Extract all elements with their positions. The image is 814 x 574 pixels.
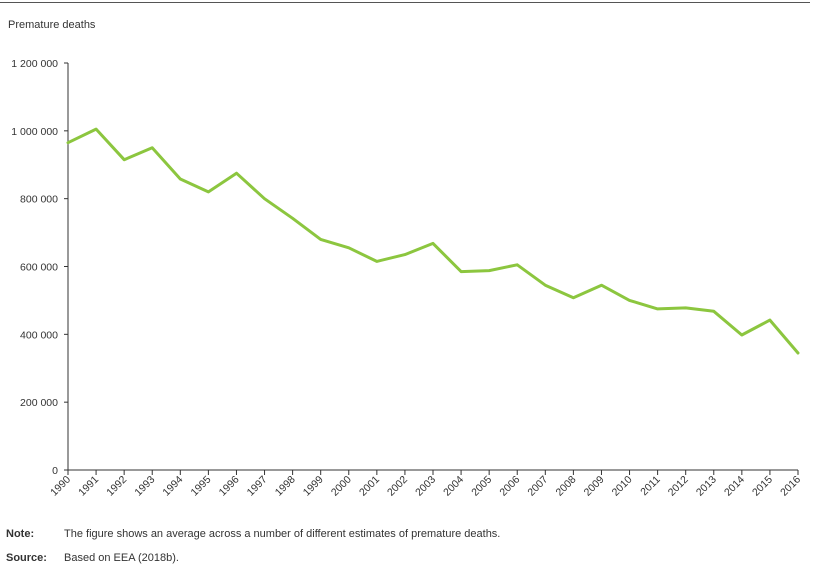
data-point <box>263 197 266 200</box>
x-tick-label: 1997 <box>245 474 270 499</box>
y-tick-label: 200 000 <box>20 397 58 409</box>
data-point <box>516 263 519 267</box>
source-text: Based on EEA (2018b). <box>64 552 179 564</box>
data-point <box>712 310 715 313</box>
x-tick-label: 2000 <box>329 474 354 499</box>
data-point <box>151 146 154 149</box>
note-label: Note: <box>6 528 35 540</box>
y-tick-label: 600 000 <box>20 262 58 274</box>
axes: 0 200 000 400 000 600 000 800 000 1 000 000 1 … <box>11 58 803 499</box>
x-tick-label: 2009 <box>582 474 607 499</box>
x-tick-label: 1994 <box>160 474 185 499</box>
data-point <box>431 242 435 245</box>
data-point <box>403 253 407 256</box>
x-tick-label: 2013 <box>694 474 719 499</box>
x-tick-label: 2006 <box>497 474 522 499</box>
x-tick-label: 2004 <box>441 474 466 499</box>
data-point <box>66 141 70 144</box>
y-tick-label: 0 <box>52 465 58 477</box>
x-tick-label: 2016 <box>778 474 803 499</box>
data-point <box>796 351 800 355</box>
data-point <box>94 127 98 131</box>
data-point <box>207 190 210 194</box>
x-tick-label: 2008 <box>554 474 579 499</box>
source-label: Source: <box>6 552 47 564</box>
x-tick-label: 2003 <box>413 474 438 499</box>
top-rule <box>0 2 810 3</box>
x-tick-label: 2011 <box>638 474 663 499</box>
x-tick-label: 2014 <box>722 474 747 499</box>
note-text: The figure shows an average across a num… <box>64 528 501 540</box>
y-tick-label: 400 000 <box>20 329 58 341</box>
x-tick-label: 1992 <box>104 474 129 499</box>
x-tick-label: 1998 <box>273 474 298 499</box>
data-point <box>291 217 294 220</box>
data-point <box>600 283 603 287</box>
y-tick-label: 1 000 000 <box>11 126 58 138</box>
data-point <box>179 177 182 181</box>
data-point <box>347 246 350 250</box>
data-point <box>768 318 772 322</box>
data-point <box>122 158 126 161</box>
x-tick-label: 1993 <box>132 474 157 499</box>
data-point <box>628 299 631 302</box>
data-point <box>740 333 744 337</box>
x-tick-label: 2005 <box>469 474 494 499</box>
chart-marks <box>66 127 800 355</box>
x-tick-label: 2015 <box>750 474 775 499</box>
y-tick-label: 1 200 000 <box>11 58 58 70</box>
data-point <box>544 283 547 287</box>
x-tick-label: 2010 <box>610 474 635 499</box>
data-point <box>487 269 491 272</box>
x-tick-label: 2007 <box>525 474 550 499</box>
series-line <box>66 127 800 355</box>
line-chart: 0 200 000 400 000 600 000 800 000 1 000 000 1 … <box>11 58 803 499</box>
x-tick-label: 1991 <box>76 474 101 499</box>
data-point <box>235 172 238 175</box>
data-point <box>319 238 322 241</box>
data-point <box>459 270 463 273</box>
x-tick-label: 1996 <box>217 474 242 499</box>
x-tick-label: 2012 <box>666 474 691 499</box>
data-point <box>684 306 687 310</box>
data-point <box>572 296 575 299</box>
x-tick-label: 1999 <box>301 474 326 499</box>
data-point <box>656 307 659 311</box>
y-tick-label: 800 000 <box>20 194 58 206</box>
x-tick-label: 1990 <box>48 474 73 499</box>
x-tick-label: 2002 <box>385 474 410 499</box>
x-tick-label: 2001 <box>357 474 382 499</box>
y-axis-title: Premature deaths <box>8 19 96 31</box>
data-point <box>375 260 379 263</box>
x-tick-label: 1995 <box>189 474 214 499</box>
